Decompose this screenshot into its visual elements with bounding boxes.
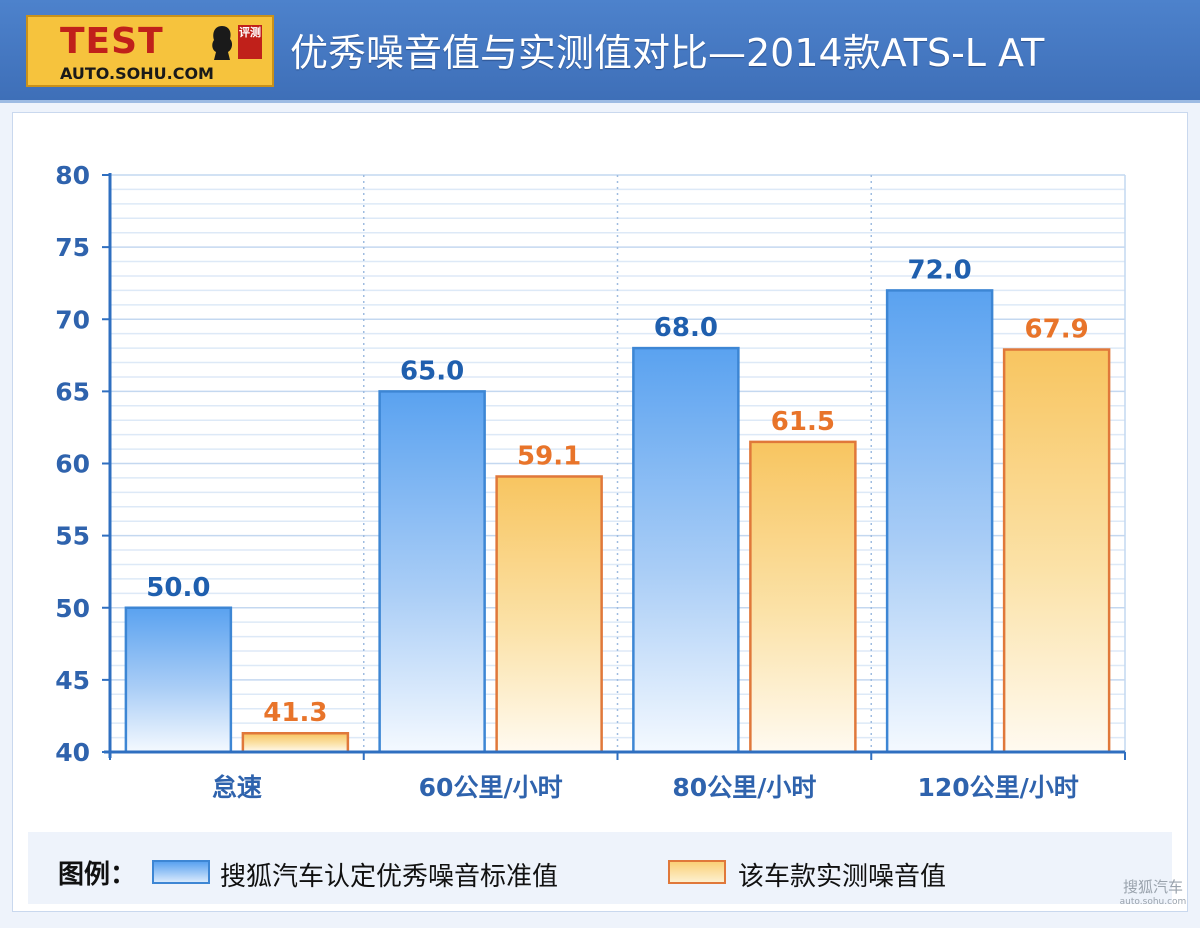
- legend-item-standard: 搜狐汽车认定优秀噪音标准值: [220, 862, 559, 892]
- data-label-standard: 50.0: [146, 573, 210, 603]
- bar-standard: [885, 289, 994, 754]
- bar-measured: [241, 731, 350, 754]
- logo-badge: 评测: [238, 25, 262, 59]
- data-label-standard: 68.0: [654, 313, 718, 343]
- header-bar: TEST 评测 AUTO.SOHU.COM 优秀噪音值与实测值对比—2014款A…: [0, 0, 1200, 103]
- y-tick-label: 40: [55, 738, 90, 767]
- data-label-measured: 59.1: [517, 441, 581, 471]
- legend-swatch-standard: [152, 860, 210, 884]
- y-tick-label: 65: [55, 377, 90, 406]
- bars-layer: [124, 289, 1111, 754]
- axis-layer: [102, 173, 1126, 760]
- data-label-standard: 72.0: [908, 255, 972, 285]
- legend: 图例： 搜狐汽车认定优秀噪音标准值 该车款实测噪音值: [28, 832, 1172, 904]
- x-tick-label: 怠速: [212, 773, 262, 802]
- bar-measured: [749, 440, 857, 754]
- labels-layer: 50.0 41.3 怠速 65.0 59.1 60公里/小时 68.0 61.5 80公里/小时…: [55, 161, 1089, 802]
- data-label-measured: 67.9: [1025, 315, 1089, 345]
- watermark-url: auto.sohu.com: [1119, 897, 1187, 907]
- data-label-standard: 65.0: [400, 356, 464, 386]
- data-label-measured: 41.3: [263, 698, 327, 728]
- watermark-brand: 搜狐汽车: [1122, 878, 1183, 896]
- y-tick-label: 75: [55, 233, 90, 262]
- legend-swatch-measured: [668, 860, 726, 884]
- x-tick-label: 120公里/小时: [917, 773, 1078, 802]
- bar-measured: [495, 475, 603, 754]
- logo-main-text: TEST: [60, 21, 164, 62]
- y-tick-label: 45: [55, 666, 90, 695]
- y-tick-label: 80: [55, 161, 90, 190]
- y-tick-label: 50: [55, 594, 90, 623]
- logo-url-text: AUTO.SOHU.COM: [60, 64, 214, 83]
- legend-item-measured: 该车款实测噪音值: [738, 862, 947, 892]
- bar-standard: [124, 606, 233, 754]
- y-tick-label: 70: [55, 305, 90, 334]
- bar-standard: [632, 346, 740, 754]
- watermark: 搜狐汽车 auto.sohu.com: [1108, 878, 1198, 908]
- data-label-measured: 61.5: [771, 407, 835, 437]
- x-tick-label: 80公里/小时: [672, 773, 816, 802]
- logo-silhouette-icon: [212, 26, 233, 60]
- x-tick-label: 60公里/小时: [419, 773, 563, 802]
- y-tick-label: 55: [55, 522, 90, 551]
- chart-title: 优秀噪音值与实测值对比—2014款ATS-L AT: [290, 31, 1045, 75]
- legend-title: 图例：: [58, 860, 137, 890]
- bar-measured: [1002, 348, 1111, 754]
- sohu-test-logo[interactable]: TEST 评测 AUTO.SOHU.COM: [26, 15, 274, 87]
- y-tick-label: 60: [55, 450, 90, 479]
- bar-standard: [378, 390, 486, 754]
